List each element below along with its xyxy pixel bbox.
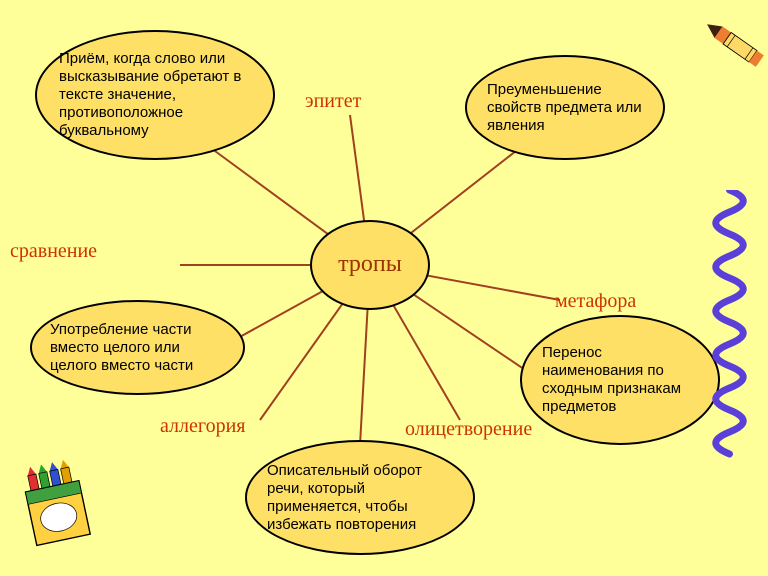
label-comparison: сравнение <box>10 240 97 263</box>
diagram-stage: тропы эпитет сравнение метафора аллегори… <box>0 0 768 576</box>
label-metaphor: метафора <box>555 290 636 313</box>
bubble-irony: Приём, когда слово или высказывание обре… <box>35 30 275 160</box>
bubble-litotes: Преуменьшение свойств предмета или явлен… <box>465 55 665 160</box>
bubble-synecdoche: Употребление части вместо целого или цел… <box>30 300 245 395</box>
crayon-box-icon <box>15 455 175 576</box>
crayon-icon <box>684 4 768 124</box>
bubble-periphrasis: Описательный оборот речи, который примен… <box>245 440 475 555</box>
center-label: тропы <box>338 252 402 277</box>
label-allegory: аллегория <box>160 415 246 438</box>
label-epithet: эпитет <box>305 90 361 113</box>
label-personification: олицетворение <box>405 418 532 441</box>
bubble-metonymy: Перенос наименования по сходным признака… <box>520 315 720 445</box>
squiggle-icon <box>702 190 757 460</box>
center-node: тропы <box>310 220 430 310</box>
